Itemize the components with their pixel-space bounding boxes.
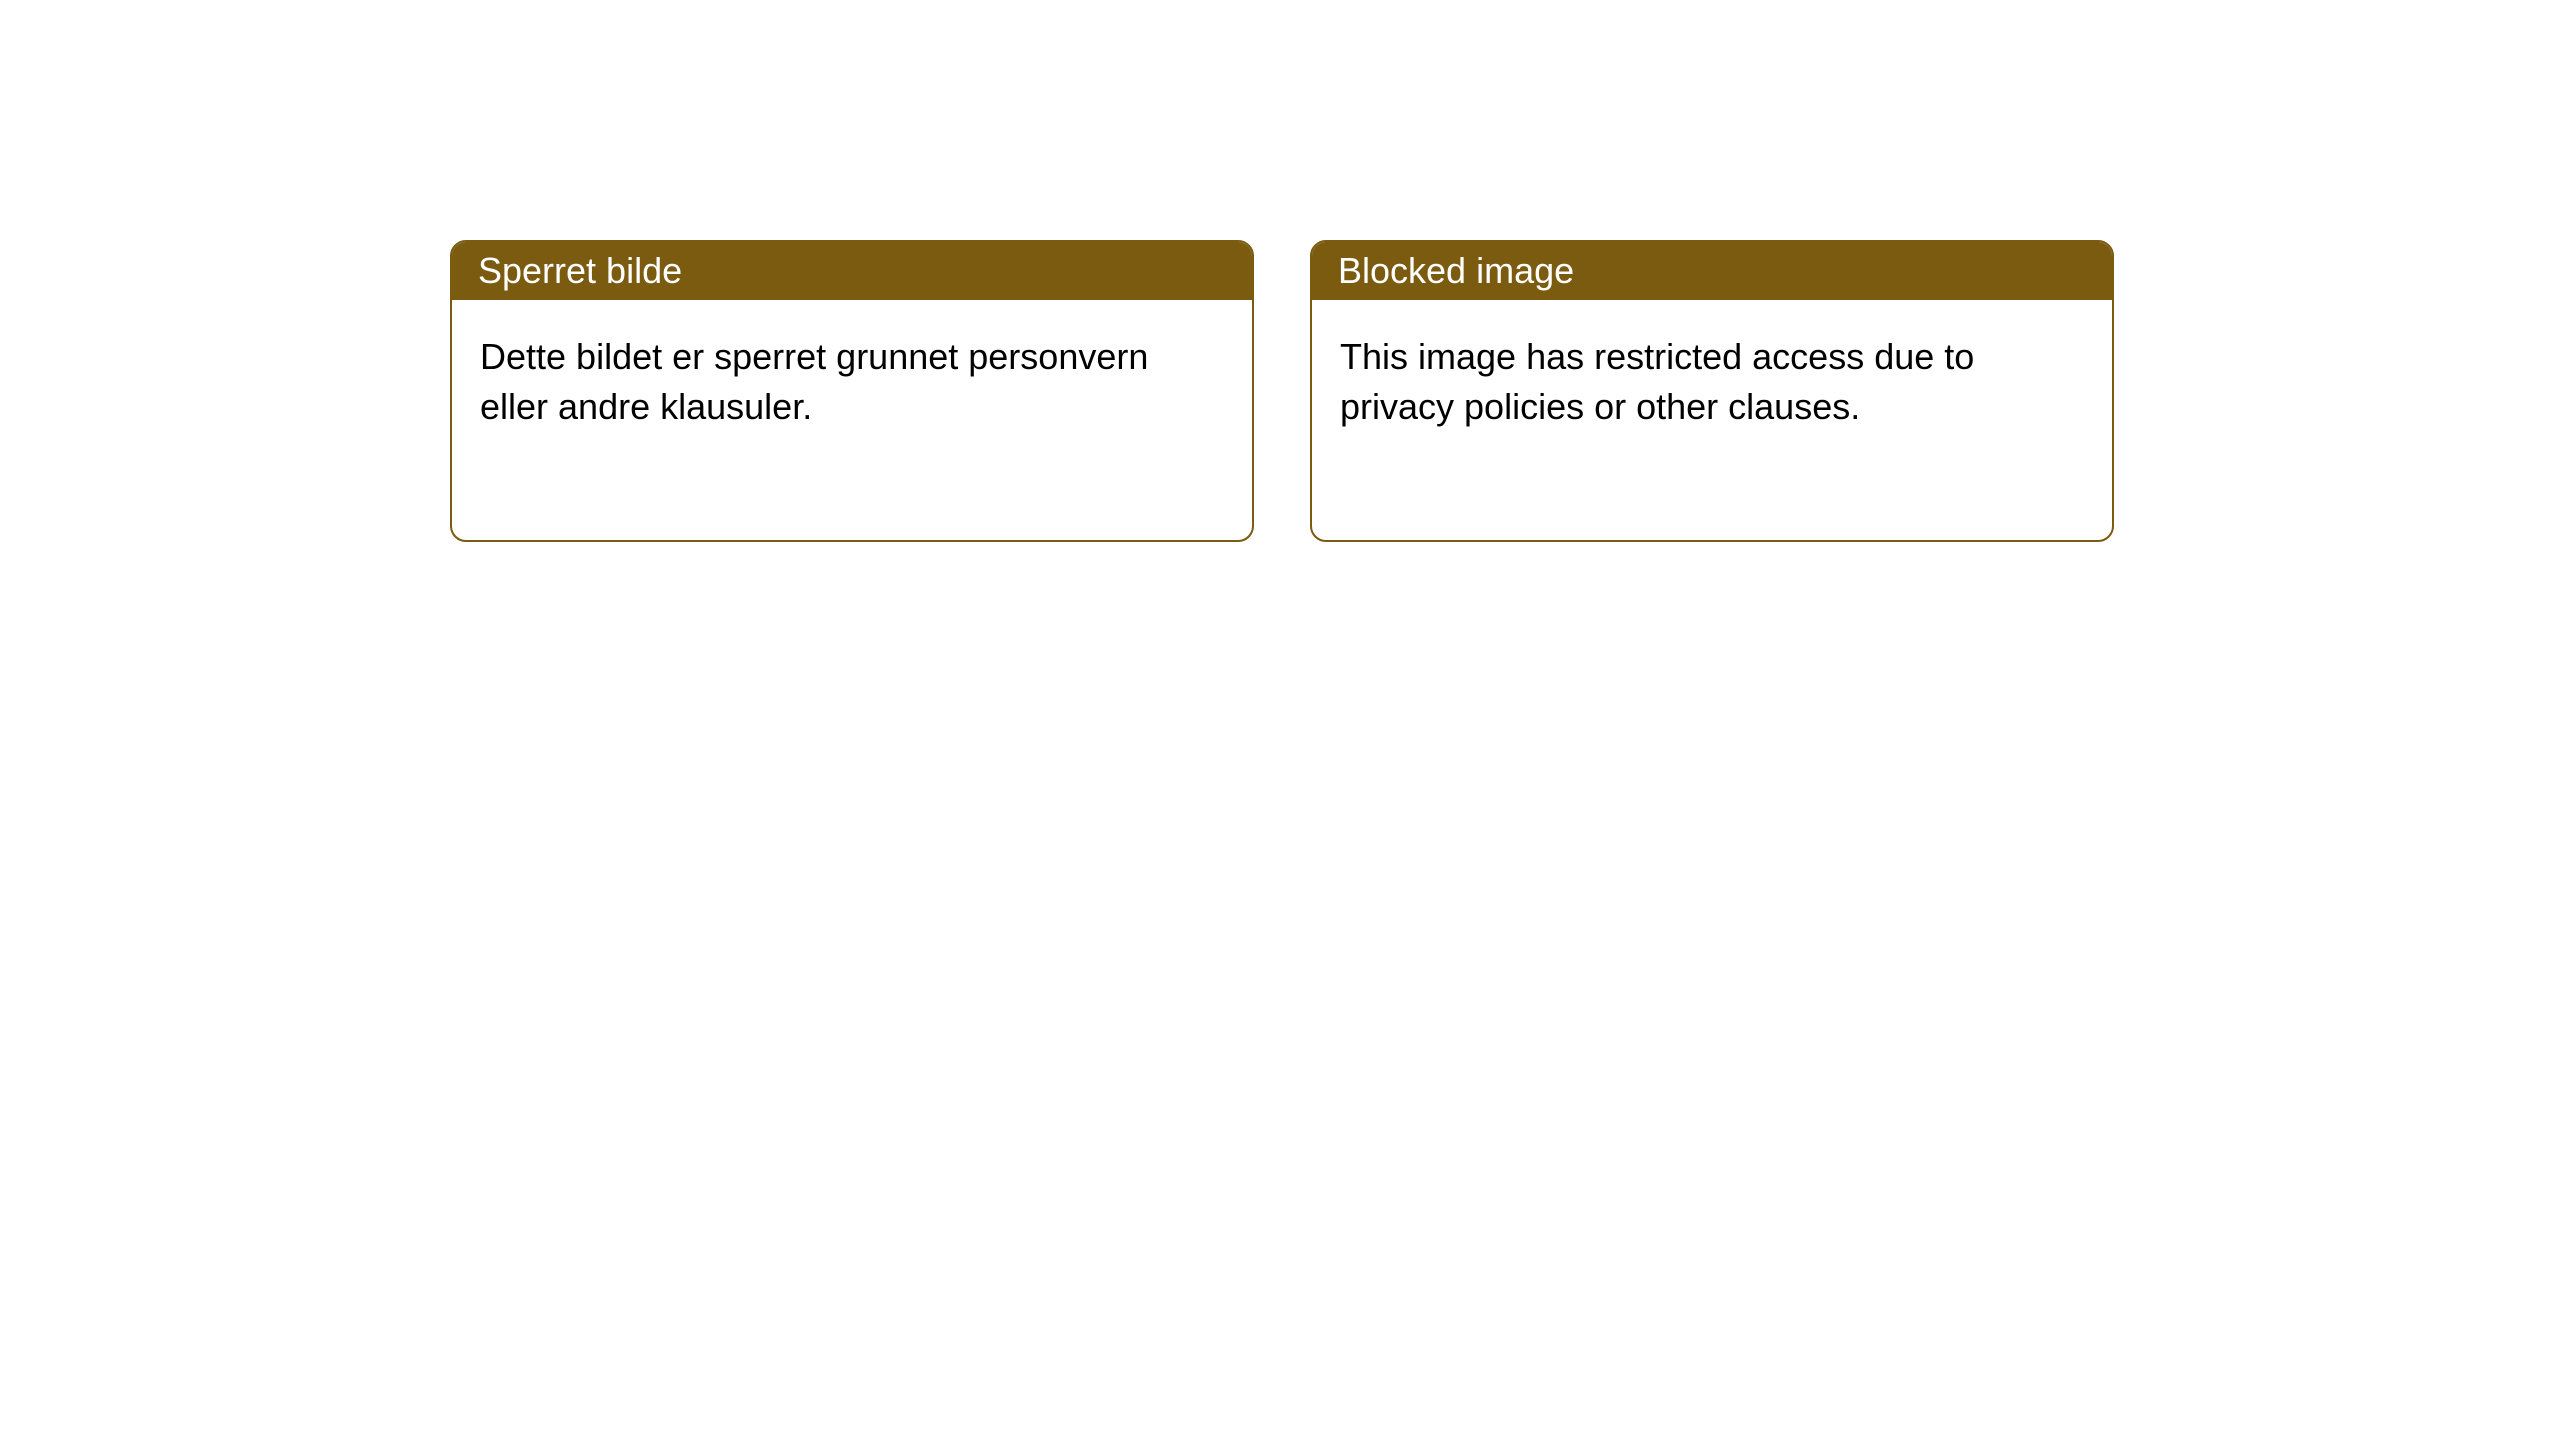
notice-header: Sperret bilde [452, 242, 1252, 300]
notice-container: Sperret bilde Dette bildet er sperret gr… [0, 0, 2560, 542]
notice-header: Blocked image [1312, 242, 2112, 300]
notice-title: Blocked image [1338, 250, 1574, 291]
notice-body-text: This image has restricted access due to … [1340, 336, 1974, 427]
notice-card-norwegian: Sperret bilde Dette bildet er sperret gr… [450, 240, 1254, 542]
notice-body: This image has restricted access due to … [1312, 300, 2112, 540]
notice-body: Dette bildet er sperret grunnet personve… [452, 300, 1252, 540]
notice-title: Sperret bilde [478, 250, 682, 291]
notice-body-text: Dette bildet er sperret grunnet personve… [480, 336, 1148, 427]
notice-card-english: Blocked image This image has restricted … [1310, 240, 2114, 542]
